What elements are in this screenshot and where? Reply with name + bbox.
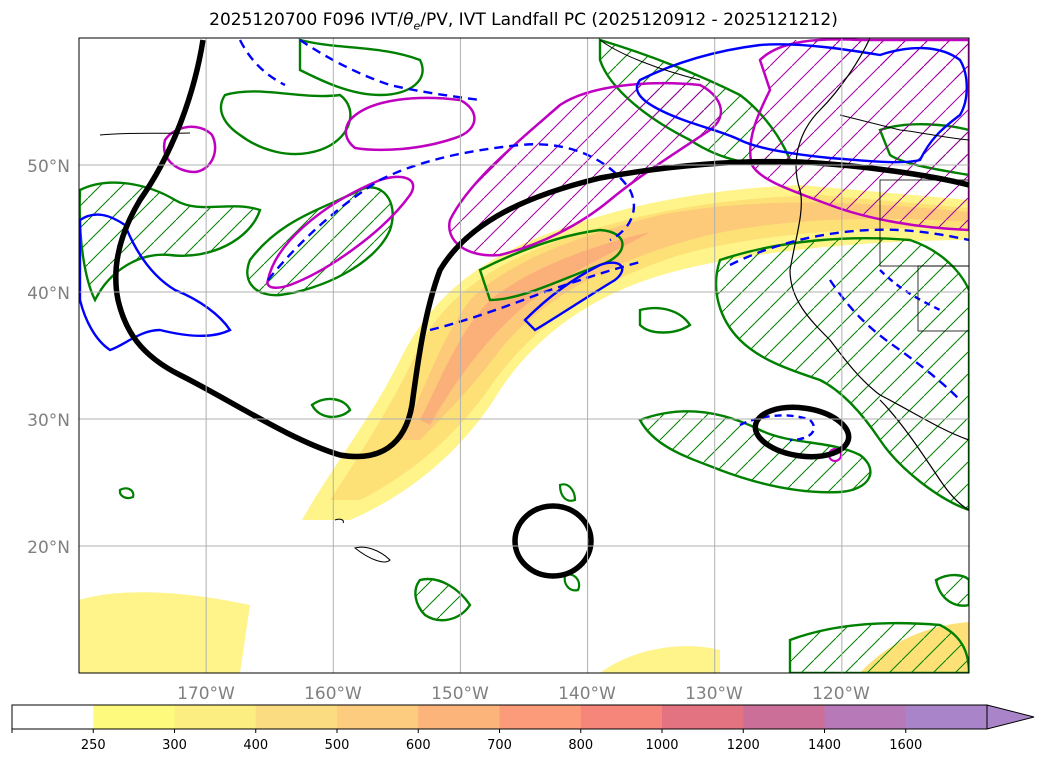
colorbar-tick-label: 300 [162,738,187,753]
lon-label-140w: 140°W [558,684,616,704]
lon-label-130w: 130°W [685,684,743,704]
landfall-contours [113,39,969,579]
colorbar-tick-label: 700 [487,738,512,753]
colorbar-tick-label: 1600 [889,738,922,753]
colorbar-segment [499,705,582,729]
colorbar-segment [93,705,175,729]
colorbar-segment [255,705,338,729]
colorbar-segment [12,705,94,729]
colorbar-tick-label: 500 [325,738,350,753]
title-theta: θ [403,10,414,30]
lat-label-40: 40°N [27,284,70,304]
plot-layers [79,38,969,673]
colorbar-tick-label: 800 [568,738,593,753]
lat-label-50: 50°N [27,157,70,177]
theta-e-contours [79,38,969,673]
colorbar-extend-arrow [986,704,1035,730]
colorbar-tick-label: 600 [406,738,431,753]
graticule [79,38,969,673]
colorbar-segment [662,705,744,729]
colorbar-tick-label: 250 [81,738,106,753]
colorbar-segment [824,705,907,729]
title-sub: e [413,19,421,33]
pv-dashed-contours [238,39,969,442]
colorbar-segment [905,705,988,729]
figure-title: 2025120700 F096 IVT/θe/PV, IVT Landfall … [0,10,1047,32]
colorbar-segment [174,705,257,729]
lat-label-20: 20°N [27,538,70,558]
colorbar-tick-label: 1000 [645,738,678,753]
colorbar-tick-label: 1400 [808,738,841,753]
colorbar-segment [580,705,663,729]
colorbar-segment [418,705,500,729]
colorbar-tick-label: 1200 [727,738,760,753]
title-prefix: 2025120700 F096 IVT/ [209,10,404,30]
lat-label-30: 30°N [27,411,70,431]
colorbar-segment [337,705,419,729]
lon-label-170w: 170°W [177,684,235,704]
plot-frame [78,37,970,674]
coastlines [99,38,969,563]
colorbar-segment [743,705,825,729]
colorbar: 250 300 400 500 600 700 800 1000 1200 1400 1600 [11,704,1035,753]
colorbar-tick-label: 400 [243,738,268,753]
lon-label-150w: 150°W [431,684,489,704]
lon-label-160w: 160°W [304,684,362,704]
lon-label-120w: 120°W [812,684,870,704]
magenta-contours [162,38,969,462]
title-suffix: /PV, IVT Landfall PC (2025120912 - 20251… [420,10,838,30]
